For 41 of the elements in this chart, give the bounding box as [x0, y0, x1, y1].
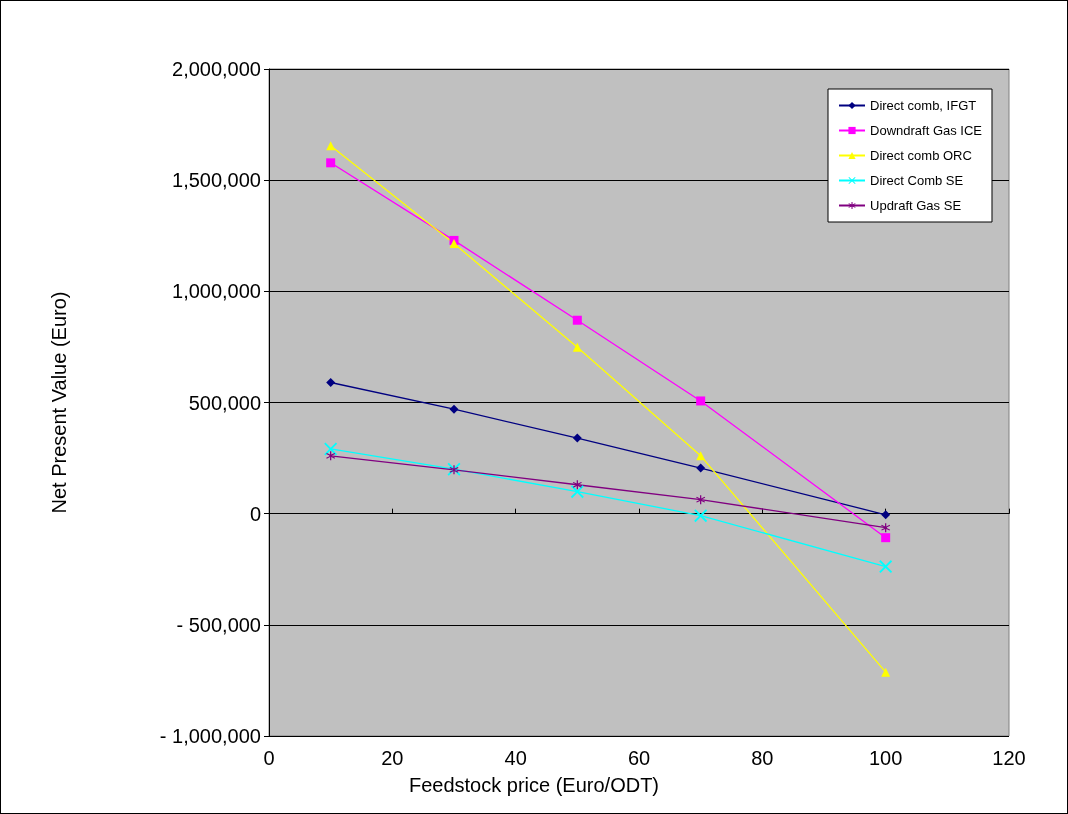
- x-axis-title: Feedstock price (Euro/ODT): [408, 774, 660, 796]
- point: [881, 667, 891, 677]
- point: [696, 463, 706, 473]
- point: [696, 396, 706, 406]
- point: [326, 377, 336, 387]
- x-tick-label: 60: [627, 747, 651, 769]
- point: [572, 433, 582, 443]
- point: [449, 239, 459, 249]
- point: [572, 315, 582, 325]
- y-tick-label: 2,000,000: [172, 58, 261, 80]
- point: [326, 158, 336, 168]
- point: [696, 495, 706, 505]
- x-tick-label: 80: [751, 747, 774, 769]
- y-tick-label: 0: [249, 502, 261, 525]
- y-axis-title: Net Present Value (Euro): [48, 291, 70, 514]
- x-tick-label: 0: [263, 747, 275, 769]
- y-tick-label: 500,000: [188, 391, 261, 414]
- point: [881, 533, 891, 543]
- point: [324, 442, 338, 456]
- point: [572, 480, 582, 490]
- x-tick-label: 120: [992, 747, 1026, 769]
- y-tick-label: 1,000,000: [172, 280, 261, 303]
- point: [570, 485, 584, 499]
- legend-label: Downdraft Gas ICE: [870, 123, 983, 138]
- x-tick-label: 100: [868, 747, 903, 769]
- point: [694, 509, 708, 523]
- x-tick-label: 20: [381, 747, 404, 769]
- point: [879, 560, 893, 574]
- y-tick-label: 1,500,000: [172, 169, 261, 192]
- legend-label: Updraft Gas SE: [870, 198, 962, 213]
- point: [326, 451, 336, 461]
- x-tick-label: 40: [504, 747, 527, 769]
- point: [572, 342, 582, 352]
- point: [881, 523, 891, 533]
- point: [881, 510, 891, 520]
- point: [449, 404, 459, 414]
- y-tick-label: - 500,000: [176, 613, 261, 636]
- legend-label: Direct comb, IFGT: [870, 98, 977, 113]
- legend-label: Direct comb ORC: [870, 148, 972, 163]
- legend-label: Direct Comb SE: [870, 173, 964, 188]
- y-tick-label: - 1,000,000: [159, 725, 261, 747]
